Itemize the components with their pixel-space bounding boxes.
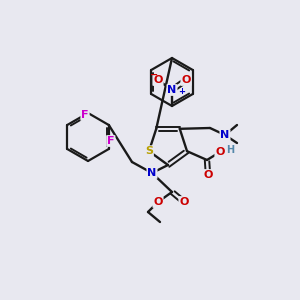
Text: H: H <box>226 145 234 155</box>
Text: −: − <box>150 70 158 80</box>
Text: N: N <box>167 85 177 95</box>
Text: S: S <box>145 146 153 156</box>
Text: N: N <box>147 168 157 178</box>
Text: +: + <box>178 87 185 96</box>
Text: F: F <box>81 110 89 120</box>
Text: O: O <box>179 197 189 207</box>
Text: N: N <box>220 130 230 140</box>
Text: O: O <box>215 147 225 157</box>
Text: F: F <box>107 136 115 146</box>
Text: O: O <box>153 75 163 85</box>
Text: O: O <box>153 197 163 207</box>
Text: O: O <box>203 170 213 180</box>
Text: O: O <box>181 75 191 85</box>
